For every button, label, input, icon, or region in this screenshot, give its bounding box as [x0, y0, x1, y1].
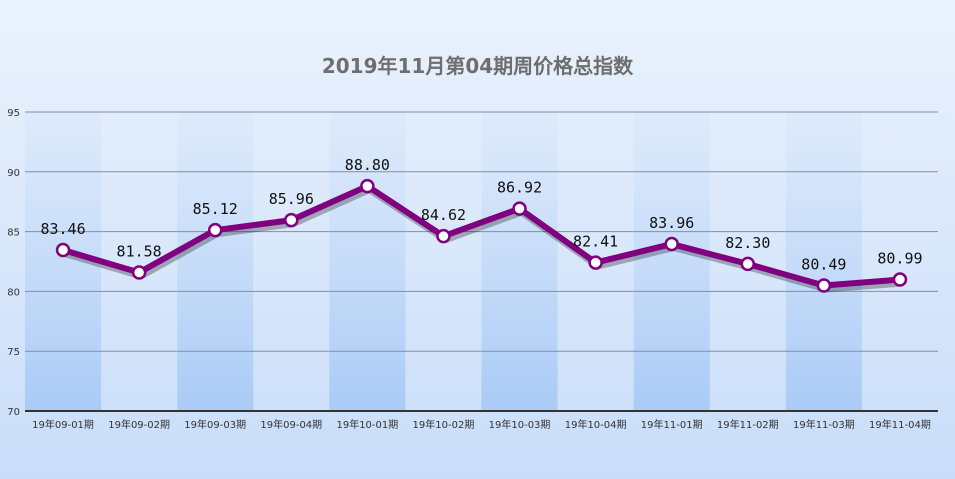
data-label: 85.96 — [269, 190, 314, 208]
x-tick-label: 19年11-02期 — [717, 418, 779, 431]
series-line-shadow — [64, 187, 903, 293]
x-tick-label: 19年10-03期 — [489, 418, 551, 431]
data-label: 82.41 — [573, 233, 618, 251]
chart-title: 2019年11月第04期周价格总指数 — [321, 54, 634, 78]
x-tick-label: 19年11-03期 — [793, 418, 855, 431]
gridlines — [25, 111, 938, 352]
data-label: 85.12 — [193, 200, 238, 218]
data-point — [207, 222, 223, 238]
background-band — [177, 112, 254, 411]
data-point — [436, 228, 451, 244]
x-tick-label: 19年10-04期 — [565, 418, 627, 431]
background-band — [481, 112, 558, 411]
background-band — [329, 112, 406, 411]
background-bands — [25, 112, 862, 411]
background-band — [25, 112, 102, 411]
y-tick-label: 70 — [7, 407, 20, 418]
data-point — [588, 255, 603, 270]
data-labels: 83.46 81.58 85.12 85.96 88.80 84.62 86.92 82.41… — [40, 156, 922, 273]
data-point — [131, 265, 147, 280]
data-point — [664, 236, 679, 252]
x-tick-label: 19年10-01期 — [336, 418, 398, 431]
background-band — [785, 112, 862, 411]
data-label: 81.58 — [117, 243, 162, 261]
y-tick-label: 95 — [7, 108, 20, 119]
data-point — [892, 272, 908, 287]
series-line — [55, 178, 908, 293]
x-tick-label: 19年09-02期 — [108, 418, 170, 431]
x-tick-label: 19年10-02期 — [413, 418, 475, 431]
data-point — [816, 278, 832, 293]
data-label: 83.46 — [40, 220, 85, 238]
series-line-path — [62, 183, 901, 289]
data-label: 86.92 — [497, 179, 542, 197]
x-axis: 19年09-01期 19年09-02期 19年09-03期 19年09-04期 19年1… — [25, 410, 938, 431]
y-axis: 70 75 80 85 90 95 — [7, 108, 20, 418]
data-label: 80.99 — [877, 250, 922, 268]
background-band — [633, 112, 710, 411]
x-tick-label: 19年09-03期 — [184, 418, 246, 431]
x-tick-label: 19年09-04期 — [260, 418, 322, 431]
data-point — [512, 201, 527, 216]
data-label: 83.96 — [649, 214, 694, 232]
data-point — [360, 178, 375, 194]
data-label: 84.62 — [421, 206, 466, 224]
y-tick-label: 75 — [7, 347, 20, 358]
data-point — [284, 212, 299, 228]
data-label: 88.80 — [345, 156, 390, 174]
y-tick-label: 90 — [7, 168, 20, 179]
data-label: 80.49 — [801, 256, 846, 274]
x-tick-label: 19年11-01期 — [641, 418, 703, 431]
data-label: 82.30 — [725, 234, 770, 252]
y-tick-label: 85 — [7, 228, 20, 239]
x-tick-label: 19年11-04期 — [869, 418, 931, 431]
x-tick-label: 19年09-01期 — [32, 418, 94, 431]
y-tick-label: 80 — [7, 287, 20, 298]
data-point — [55, 242, 71, 258]
data-point — [740, 256, 756, 272]
